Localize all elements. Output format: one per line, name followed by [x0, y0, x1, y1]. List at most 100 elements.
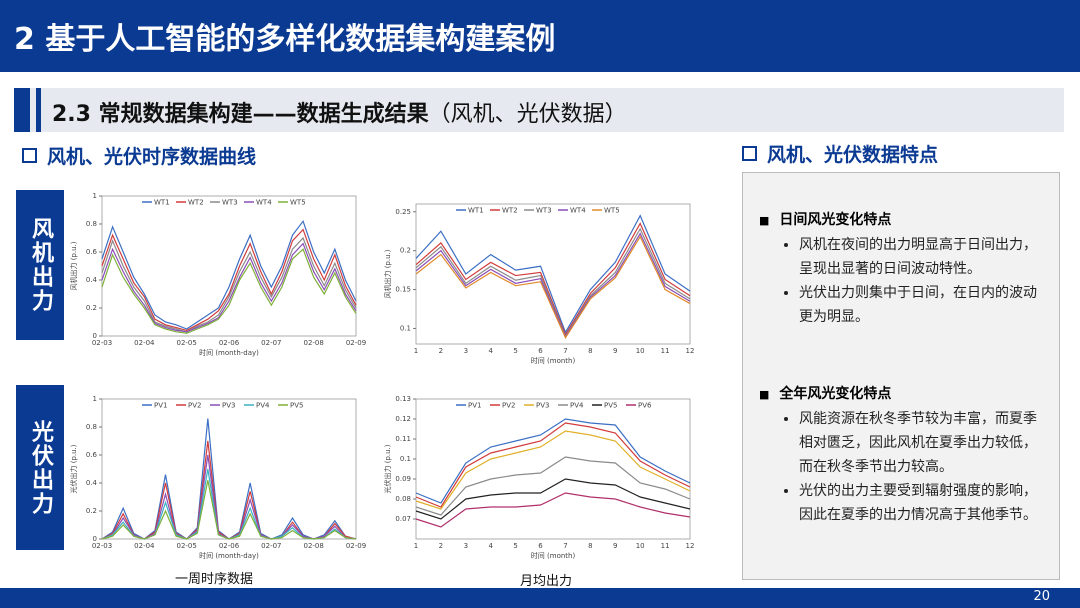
legend-label: PV1 [468, 402, 481, 410]
series-line [101, 454, 357, 540]
y-tick-label: 0.2 [400, 247, 411, 255]
legend-label: PV2 [188, 402, 201, 410]
series-line [415, 235, 691, 340]
y-tick-label: 0.1 [400, 455, 411, 463]
series-line [101, 242, 357, 333]
x-tick-label: 02-04 [134, 339, 155, 347]
series-line [415, 222, 691, 337]
x-tick-label: 1 [414, 542, 418, 550]
legend-label: WT3 [536, 207, 552, 215]
plot-frame [415, 398, 691, 540]
page-number: 20 [1033, 589, 1050, 604]
legend-label: WT3 [222, 199, 238, 207]
series-line [415, 492, 691, 528]
chart: 0 0.2 0.4 0.6 0.8 1 02-03 02-04 02-05 02-06 02-07 0… [69, 395, 366, 560]
legend-label: PV5 [290, 402, 303, 410]
left-heading: 风机、光伏时序数据曲线 [22, 142, 256, 169]
x-tick-label: 9 [613, 347, 617, 355]
y-tick-label: 0.13 [395, 395, 411, 403]
y-tick-label: 0.4 [86, 276, 98, 284]
section-subtitle: （风机、光伏数据） [428, 102, 627, 127]
legend-label: WT5 [604, 207, 620, 215]
y-tick-label: 0.2 [86, 304, 97, 312]
x-tick-label: 9 [613, 542, 617, 550]
bullet-list: 风机在夜间的出力明显高于日间出力，呈现出显著的日间波动特性。光伏出力则集中于日间… [759, 233, 1043, 329]
x-tick-label: 4 [488, 542, 493, 550]
y-tick-label: 0.08 [395, 495, 411, 503]
section-title-main: 2.3 常规数据集构建——数据生成结果 [52, 102, 429, 127]
x-tick-label: 02-08 [303, 542, 323, 550]
y-tick-label: 0.1 [400, 324, 411, 332]
legend-label: PV4 [570, 402, 584, 410]
series-line [101, 440, 357, 540]
series-line [415, 456, 691, 516]
bullet: 光伏出力则集中于日间，在日内的波动更为明显。 [799, 281, 1043, 329]
x-tick-label: 11 [661, 542, 670, 550]
legend-label: WT2 [502, 207, 518, 215]
x-tick-label: 02-08 [303, 339, 323, 347]
x-axis-label: 时间 (month) [531, 551, 576, 560]
x-tick-label: 12 [686, 347, 695, 355]
feature-box: 日间风光变化特点风机在夜间的出力明显高于日间出力，呈现出显著的日间波动特性。光伏… [742, 172, 1060, 580]
block-title: 全年风光变化特点 [759, 383, 1043, 403]
caption: 月均出力 [520, 574, 573, 589]
series-line [101, 236, 357, 333]
y-axis-label: 光伏出力 (p.u.) [383, 444, 392, 493]
row-label: 光伏出力 [16, 385, 64, 550]
series-line [101, 480, 357, 540]
y-axis-label: 风机出力 (p.u.) [69, 241, 78, 290]
legend-label: PV2 [502, 402, 515, 410]
y-tick-label: 0.6 [86, 451, 98, 459]
accent [14, 88, 30, 132]
x-tick-label: 7 [563, 542, 567, 550]
x-tick-label: 02-05 [176, 339, 196, 347]
x-tick-label: 3 [464, 542, 468, 550]
caption: 一周时序数据 [175, 572, 254, 587]
x-tick-label: 7 [563, 347, 567, 355]
legend-label: WT1 [468, 207, 484, 215]
legend-label: PV3 [222, 402, 235, 410]
y-tick-label: 0.25 [395, 208, 411, 216]
series-line [415, 214, 691, 334]
y-axis-label: 光伏出力 (p.u.) [69, 444, 78, 493]
legend-label: PV5 [604, 402, 617, 410]
series-line [415, 232, 691, 339]
right-heading: 风机、光伏数据特点 [742, 140, 938, 167]
x-tick-label: 2 [439, 347, 443, 355]
y-tick-label: 0.2 [86, 507, 97, 515]
x-tick-label: 02-09 [346, 339, 366, 347]
y-tick-label: 0 [93, 535, 97, 543]
legend-label: WT4 [256, 199, 272, 207]
series-line [101, 219, 357, 330]
series-line [101, 248, 357, 334]
plot-frame [101, 195, 357, 337]
x-tick-label: 02-03 [92, 339, 112, 347]
legend-label: WT2 [188, 199, 204, 207]
x-tick-label: 1 [414, 347, 418, 355]
block-title: 日间风光变化特点 [759, 209, 1043, 229]
x-axis-label: 时间 (month-day) [199, 348, 259, 357]
x-tick-label: 8 [588, 542, 592, 550]
series-line [415, 418, 691, 504]
legend-label: WT1 [154, 199, 170, 207]
series-line [415, 227, 691, 338]
y-tick-label: 0.15 [395, 286, 411, 294]
x-tick-label: 02-06 [219, 339, 240, 347]
row-label: 风机出力 [16, 190, 64, 340]
x-tick-label: 10 [636, 347, 645, 355]
series-line [415, 478, 691, 520]
series-line [415, 422, 691, 508]
y-tick-label: 0.8 [86, 423, 97, 431]
y-tick-label: 0.07 [395, 515, 411, 523]
y-axis-label: 风机出力 (p.u.) [383, 249, 392, 298]
x-tick-label: 02-05 [176, 542, 196, 550]
legend-label: PV1 [154, 402, 167, 410]
legend-label: PV4 [256, 402, 270, 410]
x-tick-label: 02-06 [219, 542, 240, 550]
series-line [101, 228, 357, 332]
x-tick-label: 8 [588, 347, 592, 355]
chart: 0.070.080.090.10.110.120.131 2 3 4 5 6 7 8 9 10 11… [383, 395, 694, 560]
series-line [101, 468, 357, 540]
accent [36, 88, 41, 132]
